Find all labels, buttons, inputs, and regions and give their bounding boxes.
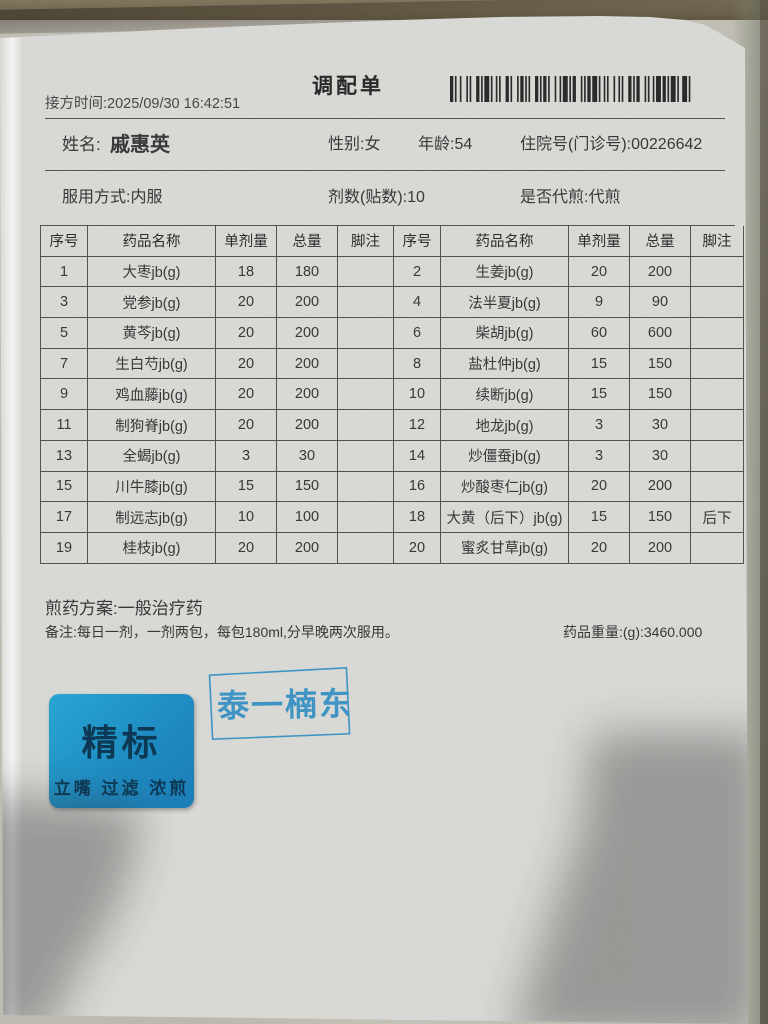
svg-text:泰一楠东: 泰一楠东 xyxy=(217,686,353,724)
